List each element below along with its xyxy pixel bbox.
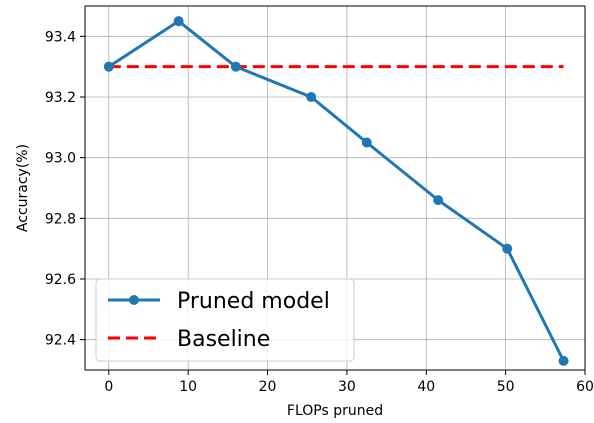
y-tick-label: 93.0 <box>45 151 76 167</box>
series-line-pruned-model <box>107 19 565 362</box>
legend-label-baseline: Baseline <box>177 327 270 352</box>
x-tick-label: 30 <box>338 379 356 395</box>
series-layer <box>103 16 569 366</box>
data-point-pruned-model <box>433 195 444 206</box>
x-tick-label: 60 <box>576 379 594 395</box>
legend-label-pruned-model: Pruned model <box>177 289 330 314</box>
x-tick-label: 10 <box>179 379 197 395</box>
ticks: 0 10 20 30 40 50 60 92.4 92.6 92.8 93.0 93.2 93.4 <box>45 29 594 395</box>
x-tick-label: 20 <box>259 379 277 395</box>
x-axis-label: FLOPs pruned <box>287 403 383 419</box>
y-tick-label: 93.2 <box>45 90 76 106</box>
y-tick-label: 93.4 <box>45 29 76 45</box>
plot-frame <box>84 5 586 371</box>
y-axis-label: Accuracy(%) <box>15 144 31 232</box>
data-point-pruned-model <box>361 137 372 148</box>
legend: Pruned model Baseline <box>95 278 355 362</box>
y-tick-label: 92.8 <box>45 211 76 227</box>
y-tick-label: 92.6 <box>45 272 76 288</box>
data-point-pruned-model <box>502 243 513 254</box>
x-tick-label: 40 <box>417 379 435 395</box>
legend-marker-pruned-model <box>129 295 139 305</box>
data-point-pruned-model <box>558 355 569 366</box>
data-point-pruned-model <box>173 16 184 27</box>
y-tick-label: 92.4 <box>45 333 76 349</box>
x-tick-label: 50 <box>497 379 515 395</box>
data-point-pruned-model <box>230 61 241 72</box>
legend-box <box>95 278 355 362</box>
data-point-pruned-model <box>103 61 114 72</box>
x-tick-label: 0 <box>104 379 113 395</box>
data-point-pruned-model <box>306 92 317 102</box>
